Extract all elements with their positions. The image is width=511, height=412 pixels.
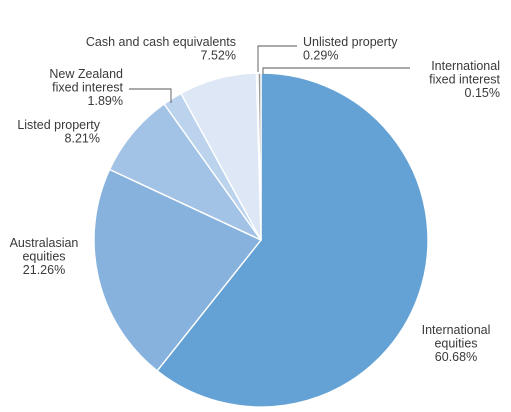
category-label-australasian-equities: equities [22, 250, 65, 264]
slice-labels: Internationalequities60.68%Australasiane… [10, 35, 501, 364]
value-label-listed-property: 8.21% [65, 132, 100, 146]
leader-lines [129, 45, 410, 103]
value-label-cash-and-cash-equivalents: 7.52% [201, 49, 236, 63]
category-label-international-equities: International [422, 323, 491, 337]
category-label-unlisted-property: Unlisted property [303, 35, 398, 49]
leader-line-unlisted-property [257, 45, 297, 72]
value-label-international-fixed-interest: 0.15% [465, 86, 500, 100]
category-label-new-zealand-fixed-interest: New Zealand [49, 67, 123, 81]
pie-slice-international-equities [156, 72, 429, 408]
value-label-unlisted-property: 0.29% [303, 49, 338, 63]
pie-slice-unlisted-property [257, 72, 262, 241]
value-label-international-equities: 60.68% [435, 350, 477, 364]
value-label-new-zealand-fixed-interest: 1.89% [88, 94, 123, 108]
category-label-cash-and-cash-equivalents: Cash and cash equivalents [86, 35, 236, 49]
category-label-australasian-equities: Australasian [10, 236, 79, 250]
leader-line-international-fixed-interest [262, 67, 410, 74]
pie-slice-australasian-equities [93, 168, 262, 372]
category-label-international-fixed-interest: International [431, 59, 500, 73]
value-label-australasian-equities: 21.26% [23, 263, 65, 277]
leader-line-new-zealand-fixed-interest [129, 88, 172, 103]
category-label-international-fixed-interest: fixed interest [429, 73, 500, 87]
category-label-listed-property: Listed property [17, 118, 100, 132]
pie-slices [93, 72, 429, 408]
category-label-new-zealand-fixed-interest: fixed interest [52, 81, 123, 95]
category-label-international-equities: equities [434, 337, 477, 351]
